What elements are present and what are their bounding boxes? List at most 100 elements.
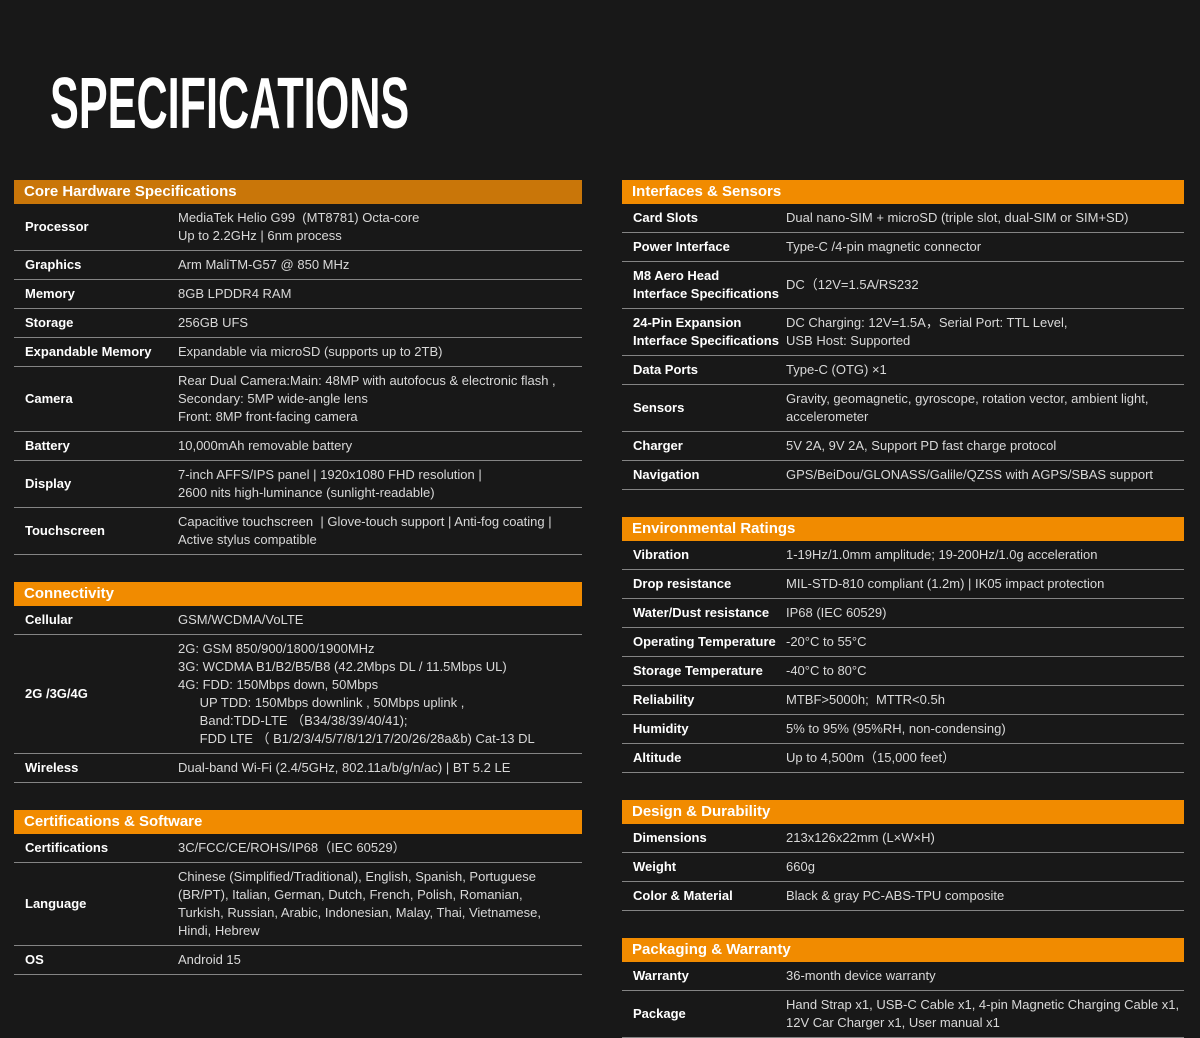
- spec-value: 660g: [786, 859, 815, 874]
- spec-value: 2G: GSM 850/900/1800/1900MHz 3G: WCDMA B…: [178, 641, 535, 746]
- spec-row: Drop resistance MIL-STD-810 compliant (1.…: [622, 570, 1184, 599]
- spec-label: Language: [25, 896, 87, 911]
- section-header: Packaging & Warranty: [622, 938, 1184, 962]
- spec-value: Hand Strap x1, USB-C Cable x1, 4-pin Mag…: [786, 997, 1180, 1030]
- spec-row: Water/Dust resistance IP68 (IEC 60529): [622, 599, 1184, 628]
- spec-row: Storage Temperature -40°C to 80°C: [622, 657, 1184, 686]
- spec-row: Camera Rear Dual Camera:Main: 48MP with a…: [14, 367, 582, 432]
- spec-value: Gravity, geomagnetic, gyroscope, rotatio…: [786, 391, 1149, 424]
- spec-value: Dual-band Wi-Fi (2.4/5GHz, 802.11a/b/g/n…: [178, 760, 511, 775]
- page-title: SPECIFICATIONS: [50, 64, 410, 144]
- spec-value: DC Charging: 12V=1.5A，Serial Port: TTL L…: [786, 315, 1068, 348]
- spec-section: Connectivity Cellular GSM/WCDMA/VoLTE 2G /3…: [14, 582, 582, 783]
- section-header: Environmental Ratings: [622, 517, 1184, 541]
- spec-row: Storage 256GB UFS: [14, 309, 582, 338]
- spec-label: Sensors: [633, 400, 685, 415]
- spec-row: Certifications 3C/FCC/CE/ROHS/IP68（IEC 60…: [14, 834, 582, 863]
- spec-value: MediaTek Helio G99 (MT8781) Octa-core Up…: [178, 210, 420, 243]
- section-header: Connectivity: [14, 582, 582, 606]
- spec-row: Data Ports Type-C (OTG) ×1: [622, 356, 1184, 385]
- spec-row: 2G /3G/4G 2G: GSM 850/900/1800/1900MHz 3G…: [14, 635, 582, 754]
- spec-label: Expandable Memory: [25, 344, 152, 359]
- spec-label: Operating Temperature: [633, 634, 776, 649]
- spec-label: 24-Pin Expansion Interface Specification…: [633, 315, 779, 348]
- spec-label: Graphics: [25, 257, 82, 272]
- spec-value: Chinese (Simplified/Traditional), Englis…: [178, 869, 541, 938]
- spec-label: Storage: [25, 315, 74, 330]
- spec-label: Package: [633, 1006, 686, 1021]
- spec-value: -20°C to 55°C: [786, 634, 867, 649]
- spec-value: 1-19Hz/1.0mm amplitude; 19-200Hz/1.0g ac…: [786, 547, 1098, 562]
- spec-label: M8 Aero Head Interface Specifications: [633, 268, 779, 301]
- spec-value: 3C/FCC/CE/ROHS/IP68（IEC 60529）: [178, 840, 406, 855]
- spec-label: Display: [25, 476, 72, 491]
- spec-value: IP68 (IEC 60529): [786, 605, 887, 620]
- spec-row: Display 7-inch AFFS/IPS panel | 1920x1080…: [14, 461, 582, 508]
- spec-row: Touchscreen Capacitive touchscreen | Glov…: [14, 508, 582, 555]
- spec-section: Packaging & Warranty Warranty 36-month dev…: [622, 938, 1184, 1038]
- spec-section: Environmental Ratings Vibration 1-19Hz/1.0…: [622, 517, 1184, 773]
- section-header: Core Hardware Specifications: [14, 180, 582, 204]
- spec-row: Graphics Arm MaliTM-G57 @ 850 MHz: [14, 251, 582, 280]
- spec-label: Reliability: [633, 692, 695, 707]
- spec-value: DC（12V=1.5A/RS232: [786, 277, 919, 292]
- spec-label: Warranty: [633, 968, 689, 983]
- spec-label: Drop resistance: [633, 576, 732, 591]
- spec-value: 213x126x22mm (L×W×H): [786, 830, 935, 845]
- column-right: Interfaces & Sensors Card Slots Dual nano-…: [622, 180, 1184, 1038]
- spec-row: Wireless Dual-band Wi-Fi (2.4/5GHz, 802.1…: [14, 754, 582, 783]
- spec-value: Expandable via microSD (supports up to 2…: [178, 344, 443, 359]
- spec-row: Warranty 36-month device warranty: [622, 962, 1184, 991]
- spec-label: Weight: [633, 859, 677, 874]
- spec-label: Storage Temperature: [633, 663, 763, 678]
- spec-label: Altitude: [633, 750, 682, 765]
- spec-value: Rear Dual Camera:Main: 48MP with autofoc…: [178, 373, 556, 424]
- spec-value: Black & gray PC-ABS-TPU composite: [786, 888, 1005, 903]
- spec-value: -40°C to 80°C: [786, 663, 867, 678]
- spec-label: OS: [25, 952, 44, 967]
- spec-value: 10,000mAh removable battery: [178, 438, 353, 453]
- spec-row: Humidity 5% to 95% (95%RH, non-condensing…: [622, 715, 1184, 744]
- spec-section: Interfaces & Sensors Card Slots Dual nano-…: [622, 180, 1184, 490]
- spec-value: Arm MaliTM-G57 @ 850 MHz: [178, 257, 350, 272]
- spec-row: Dimensions 213x126x22mm (L×W×H): [622, 824, 1184, 853]
- spec-label: Memory: [25, 286, 75, 301]
- spec-value: Type-C /4-pin magnetic connector: [786, 239, 982, 254]
- spec-label: Touchscreen: [25, 523, 105, 538]
- spec-value: Type-C (OTG) ×1: [786, 362, 887, 377]
- spec-label: Charger: [633, 438, 683, 453]
- spec-value: MIL-STD-810 compliant (1.2m) | IK05 impa…: [786, 576, 1105, 591]
- spec-label: Certifications: [25, 840, 109, 855]
- section-header: Interfaces & Sensors: [622, 180, 1184, 204]
- spec-row: Cellular GSM/WCDMA/VoLTE: [14, 606, 582, 635]
- spec-row: Processor MediaTek Helio G99 (MT8781) Oct…: [14, 204, 582, 251]
- spec-label: Color & Material: [633, 888, 733, 903]
- spec-value: 7-inch AFFS/IPS panel | 1920x1080 FHD re…: [178, 467, 482, 500]
- spec-label: Wireless: [25, 760, 79, 775]
- spec-value: 36-month device warranty: [786, 968, 936, 983]
- spec-row: OS Android 15: [14, 946, 582, 975]
- spec-label: Battery: [25, 438, 70, 453]
- spec-row: Weight 660g: [622, 853, 1184, 882]
- spec-row: Operating Temperature -20°C to 55°C: [622, 628, 1184, 657]
- spec-value: 5V 2A, 9V 2A, Support PD fast charge pro…: [786, 438, 1057, 453]
- spec-row: Navigation GPS/BeiDou/GLONASS/Galile/QZSS…: [622, 461, 1184, 490]
- spec-row: Vibration 1-19Hz/1.0mm amplitude; 19-200H…: [622, 541, 1184, 570]
- section-header: Certifications & Software: [14, 810, 582, 834]
- spec-label: Water/Dust resistance: [633, 605, 770, 620]
- spec-row: Memory 8GB LPDDR4 RAM: [14, 280, 582, 309]
- spec-label: Vibration: [633, 547, 690, 562]
- spec-value: 8GB LPDDR4 RAM: [178, 286, 292, 301]
- spec-row: M8 Aero Head Interface Specifications DC（…: [622, 262, 1184, 309]
- spec-label: 2G /3G/4G: [25, 686, 88, 701]
- spec-row: Altitude Up to 4,500m（15,000 feet）: [622, 744, 1184, 773]
- spec-label: Dimensions: [633, 830, 707, 845]
- spec-value: 5% to 95% (95%RH, non-condensing): [786, 721, 1006, 736]
- spec-row: 24-Pin Expansion Interface Specification…: [622, 309, 1184, 356]
- spec-row: Power Interface Type-C /4-pin magnetic co…: [622, 233, 1184, 262]
- column-left: Core Hardware Specifications Processor Med…: [14, 180, 582, 975]
- spec-section: Core Hardware Specifications Processor Med…: [14, 180, 582, 555]
- spec-label: Card Slots: [633, 210, 699, 225]
- spec-label: Processor: [25, 219, 89, 234]
- spec-label: Navigation: [633, 467, 700, 482]
